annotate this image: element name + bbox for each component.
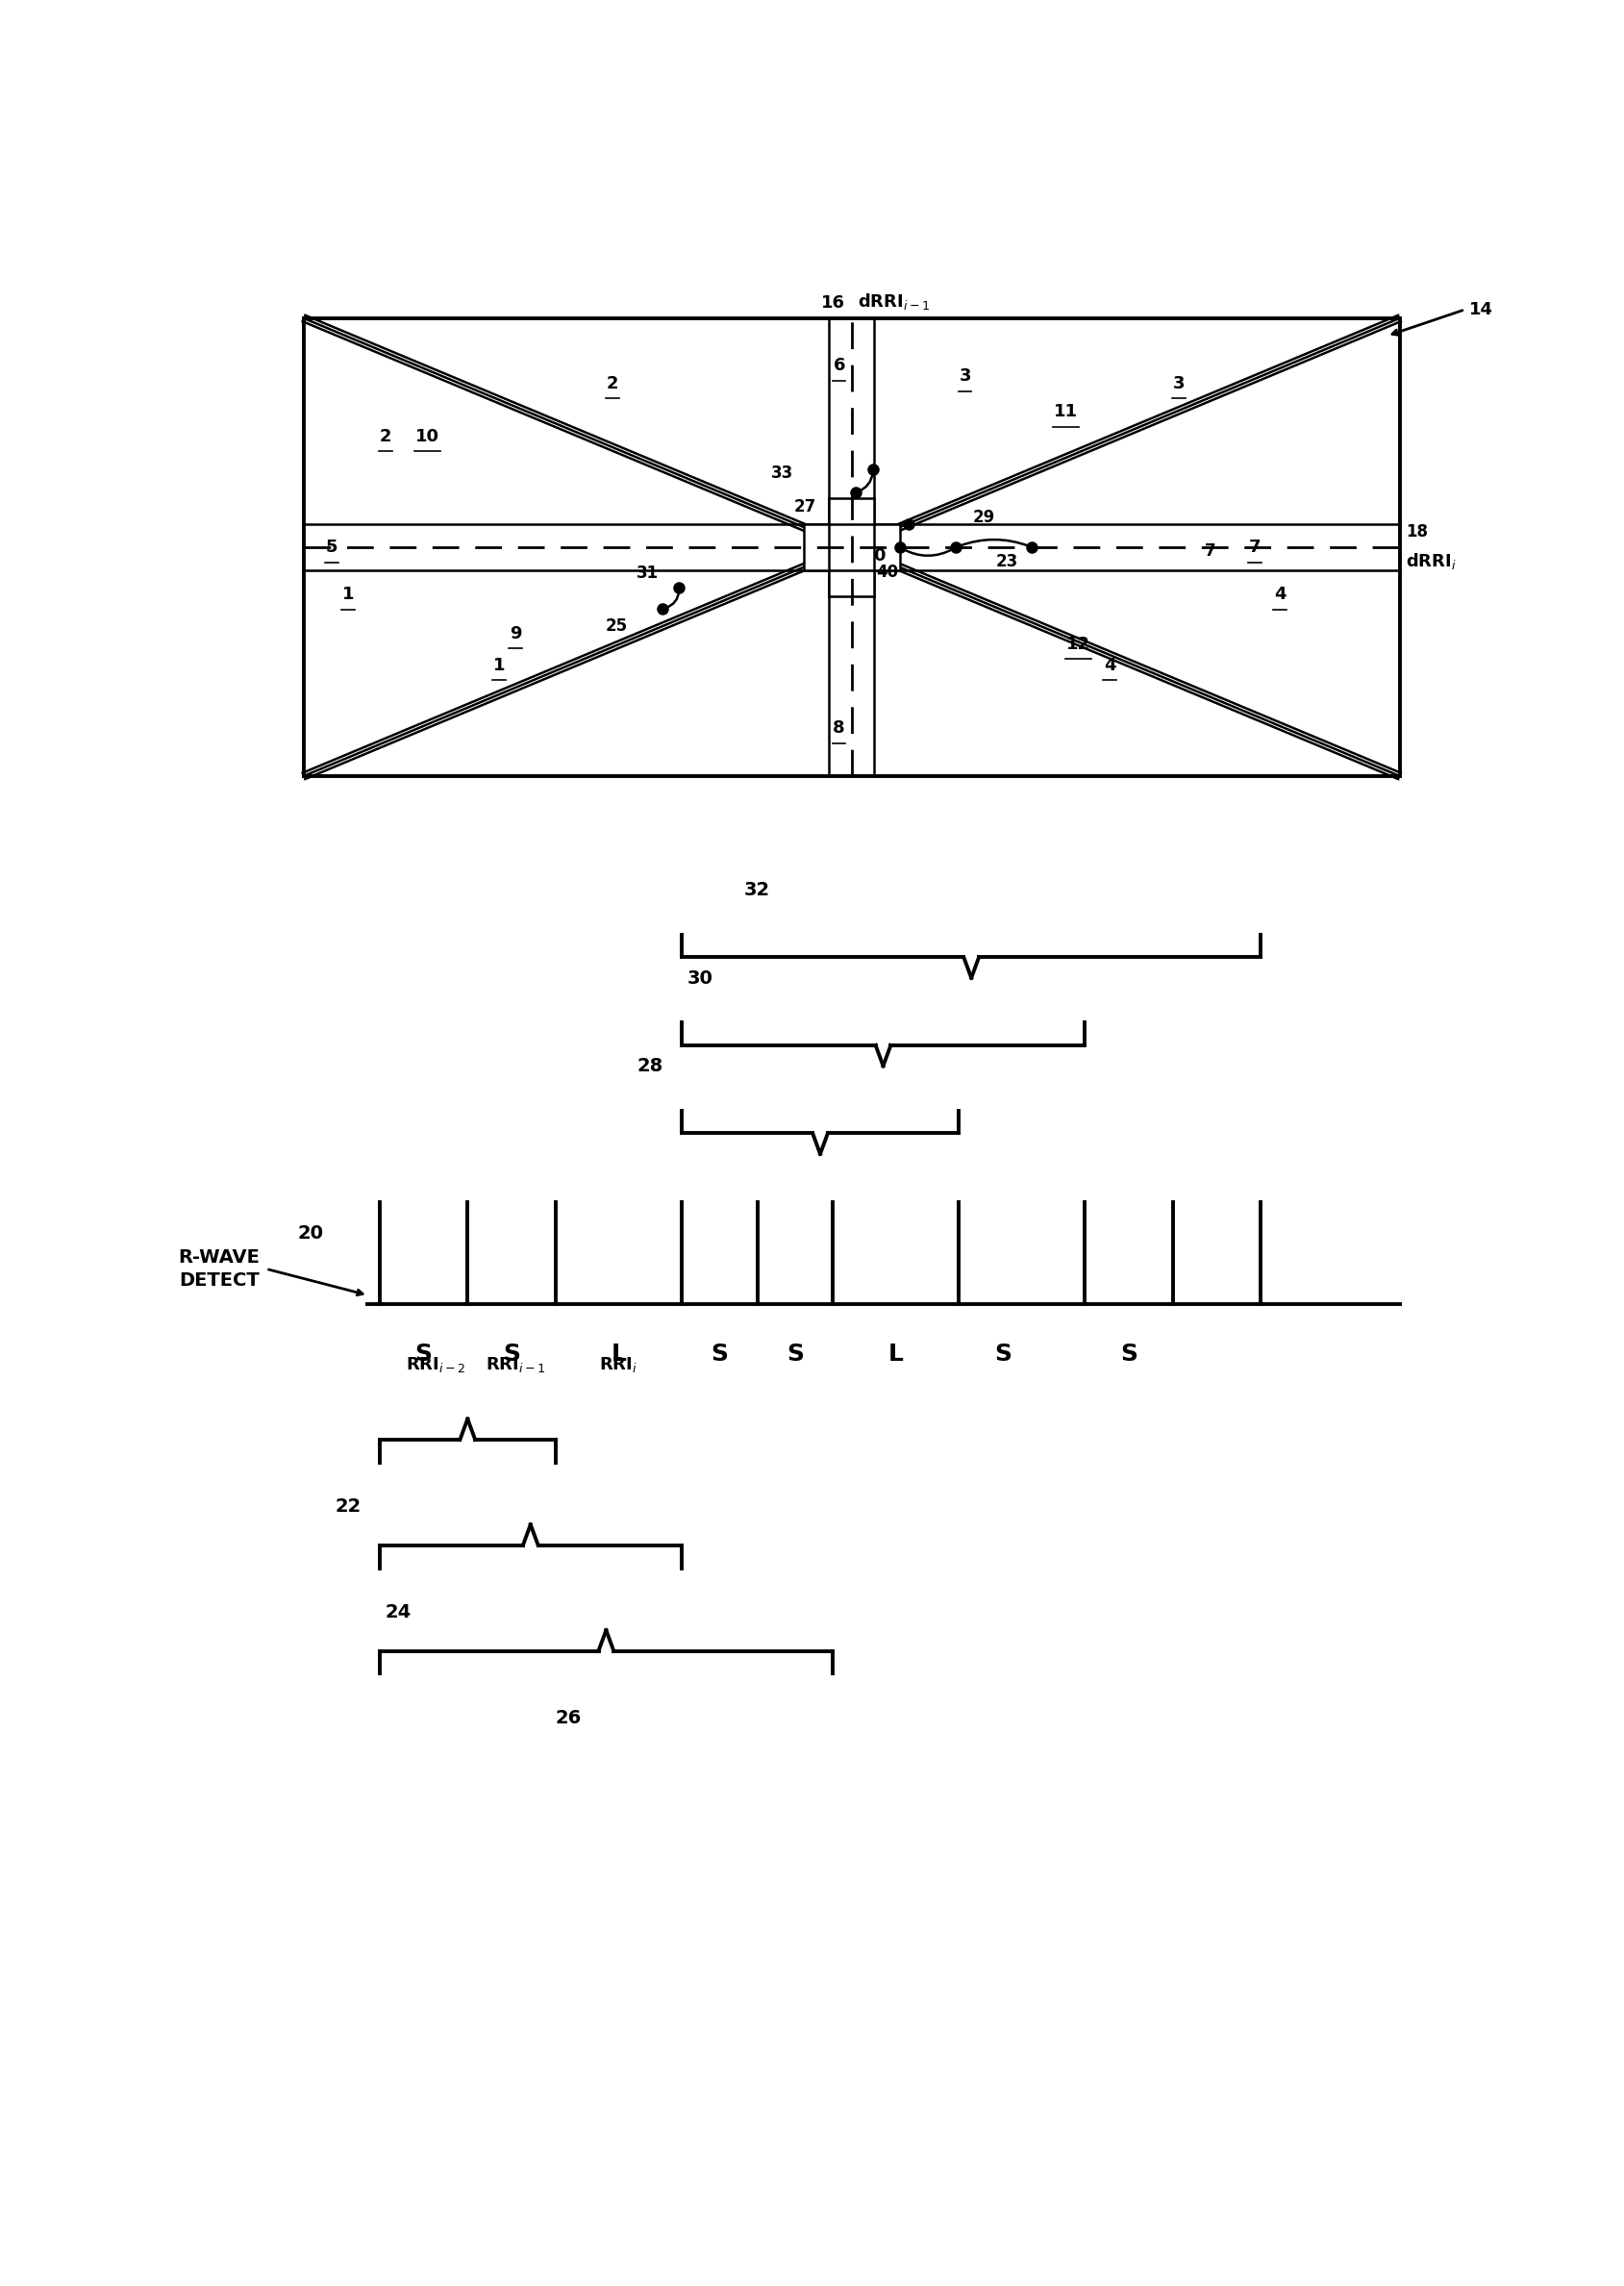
Text: S: S bbox=[994, 1342, 1010, 1365]
Text: dRRI$_{i-1}$: dRRI$_{i-1}$ bbox=[857, 290, 931, 311]
Text: 2: 2 bbox=[380, 427, 391, 446]
Text: S: S bbox=[786, 1342, 804, 1365]
Text: 24: 24 bbox=[385, 1602, 411, 1621]
Text: RRI$_{i}$: RRI$_{i}$ bbox=[599, 1356, 638, 1374]
Text: 0: 0 bbox=[872, 546, 885, 565]
Text: 10: 10 bbox=[416, 427, 438, 446]
Text: 8: 8 bbox=[833, 720, 844, 736]
Text: 7: 7 bbox=[1205, 542, 1215, 560]
Text: 29: 29 bbox=[973, 507, 994, 526]
Bar bbox=[828, 498, 874, 597]
Text: 23: 23 bbox=[996, 553, 1017, 569]
Text: 31: 31 bbox=[637, 565, 658, 583]
Text: 26: 26 bbox=[555, 1710, 581, 1728]
Text: 18: 18 bbox=[1405, 523, 1427, 539]
Text: 14: 14 bbox=[1468, 302, 1492, 318]
Text: 1: 1 bbox=[341, 585, 354, 604]
Text: S: S bbox=[414, 1342, 432, 1365]
Text: 5: 5 bbox=[325, 539, 338, 555]
Text: 4: 4 bbox=[1103, 656, 1116, 674]
Text: 40: 40 bbox=[875, 562, 898, 581]
Text: RRI$_{i-1}$: RRI$_{i-1}$ bbox=[486, 1356, 546, 1374]
Text: 11: 11 bbox=[1052, 402, 1077, 421]
Text: S: S bbox=[1119, 1342, 1137, 1365]
Text: 12: 12 bbox=[1065, 636, 1090, 652]
Text: 28: 28 bbox=[637, 1056, 663, 1074]
Text: 22: 22 bbox=[335, 1497, 361, 1516]
Text: 3: 3 bbox=[958, 368, 971, 384]
Text: 7: 7 bbox=[1247, 539, 1260, 555]
Text: L: L bbox=[611, 1342, 625, 1365]
Bar bbox=[804, 523, 900, 569]
Text: 32: 32 bbox=[744, 880, 770, 898]
Text: 25: 25 bbox=[604, 617, 627, 636]
Text: dRRI$_{i}$: dRRI$_{i}$ bbox=[1405, 551, 1455, 572]
Text: 30: 30 bbox=[687, 969, 713, 988]
Text: L: L bbox=[888, 1342, 903, 1365]
Text: R-WAVE
DETECT: R-WAVE DETECT bbox=[179, 1248, 260, 1289]
Text: 3: 3 bbox=[1173, 375, 1184, 393]
Text: 27: 27 bbox=[794, 498, 815, 514]
Text: 6: 6 bbox=[833, 357, 844, 375]
Text: 1: 1 bbox=[492, 656, 505, 674]
Text: S: S bbox=[503, 1342, 520, 1365]
Text: 20: 20 bbox=[297, 1225, 323, 1244]
Text: 16: 16 bbox=[820, 295, 844, 311]
Bar bbox=[304, 318, 1398, 775]
Text: 2: 2 bbox=[606, 375, 619, 393]
Text: 4: 4 bbox=[1273, 585, 1285, 604]
Text: S: S bbox=[710, 1342, 728, 1365]
Text: RRI$_{i-2}$: RRI$_{i-2}$ bbox=[406, 1356, 466, 1374]
Text: 33: 33 bbox=[771, 464, 793, 482]
Text: 9: 9 bbox=[510, 624, 521, 642]
